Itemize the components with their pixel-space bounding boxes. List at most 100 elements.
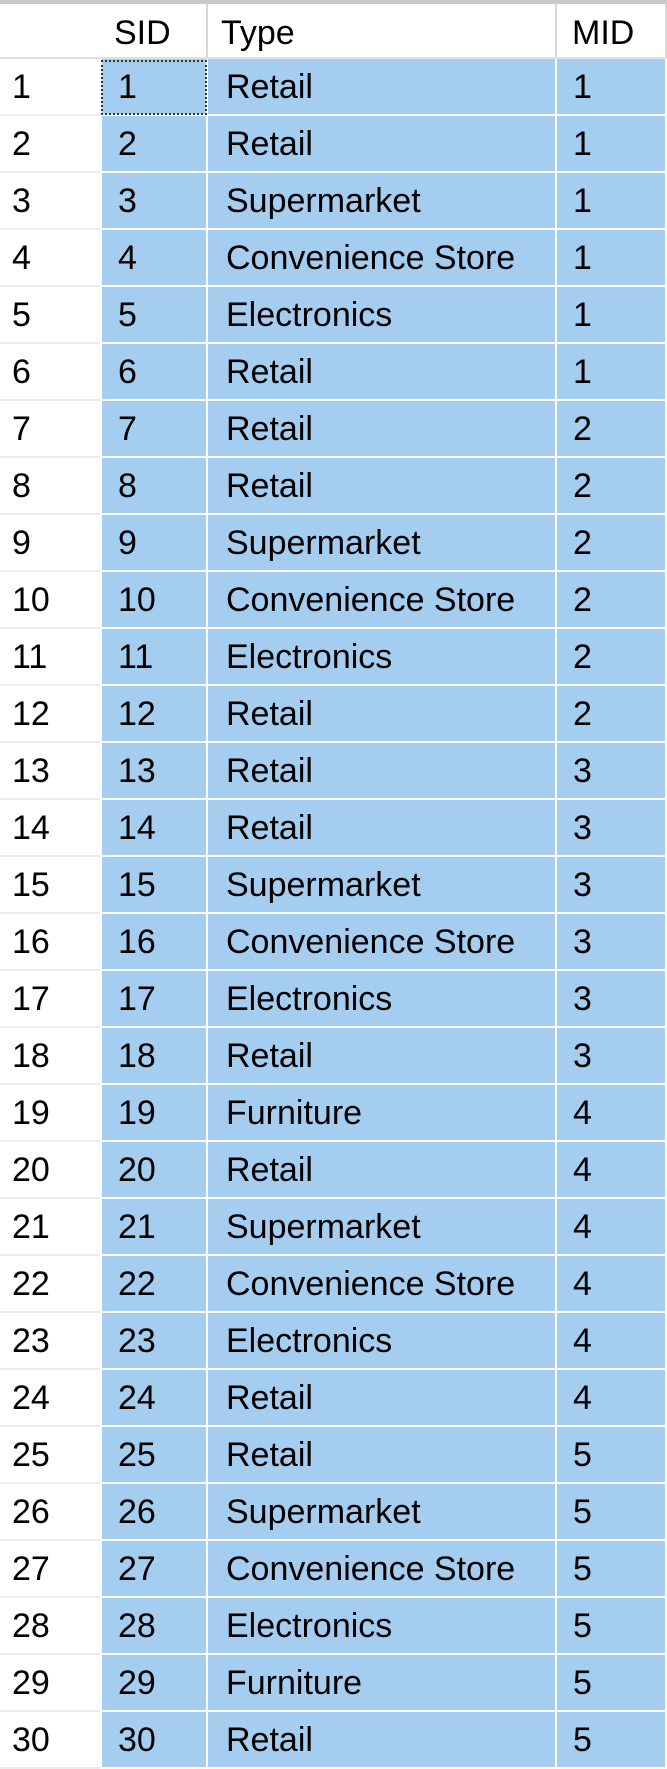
- cell-mid[interactable]: 4: [557, 1256, 667, 1313]
- cell-mid[interactable]: 3: [557, 800, 667, 857]
- cell-mid[interactable]: 4: [557, 1370, 667, 1427]
- row-number[interactable]: 7: [0, 401, 100, 458]
- cell-type[interactable]: Retail: [208, 686, 557, 743]
- cell-sid[interactable]: 16: [100, 914, 208, 971]
- row-number[interactable]: 28: [0, 1598, 100, 1655]
- cell-mid[interactable]: 1: [557, 344, 667, 401]
- cell-type[interactable]: Convenience Store: [208, 1541, 557, 1598]
- cell-mid[interactable]: 5: [557, 1541, 667, 1598]
- row-number[interactable]: 19: [0, 1085, 100, 1142]
- table-row[interactable]: 2 2 Retail 1: [0, 116, 667, 173]
- cell-sid[interactable]: 19: [100, 1085, 208, 1142]
- row-number[interactable]: 3: [0, 173, 100, 230]
- column-header-type[interactable]: Type: [208, 4, 557, 59]
- cell-type[interactable]: Retail: [208, 743, 557, 800]
- cell-mid[interactable]: 1: [557, 173, 667, 230]
- table-row[interactable]: 29 29 Furniture 5: [0, 1655, 667, 1712]
- cell-mid[interactable]: 4: [557, 1313, 667, 1370]
- cell-type[interactable]: Electronics: [208, 629, 557, 686]
- row-number[interactable]: 23: [0, 1313, 100, 1370]
- cell-sid[interactable]: 18: [100, 1028, 208, 1085]
- cell-type[interactable]: Retail: [208, 458, 557, 515]
- table-row[interactable]: 23 23 Electronics 4: [0, 1313, 667, 1370]
- table-row[interactable]: 25 25 Retail 5: [0, 1427, 667, 1484]
- cell-mid[interactable]: 5: [557, 1598, 667, 1655]
- cell-type[interactable]: Supermarket: [208, 515, 557, 572]
- cell-mid[interactable]: 2: [557, 686, 667, 743]
- row-number[interactable]: 15: [0, 857, 100, 914]
- row-number[interactable]: 10: [0, 572, 100, 629]
- cell-mid[interactable]: 3: [557, 1028, 667, 1085]
- cell-mid[interactable]: 3: [557, 857, 667, 914]
- table-row[interactable]: 17 17 Electronics 3: [0, 971, 667, 1028]
- table-row[interactable]: 19 19 Furniture 4: [0, 1085, 667, 1142]
- cell-sid[interactable]: 30: [100, 1712, 208, 1769]
- cell-mid[interactable]: 4: [557, 1085, 667, 1142]
- cell-type[interactable]: Electronics: [208, 1313, 557, 1370]
- table-row[interactable]: 30 30 Retail 5: [0, 1712, 667, 1769]
- row-number[interactable]: 8: [0, 458, 100, 515]
- row-number[interactable]: 27: [0, 1541, 100, 1598]
- table-row[interactable]: 12 12 Retail 2: [0, 686, 667, 743]
- cell-mid[interactable]: 5: [557, 1655, 667, 1712]
- table-row[interactable]: 15 15 Supermarket 3: [0, 857, 667, 914]
- cell-sid[interactable]: 9: [100, 515, 208, 572]
- cell-sid[interactable]: 11: [100, 629, 208, 686]
- table-row[interactable]: 28 28 Electronics 5: [0, 1598, 667, 1655]
- row-number[interactable]: 29: [0, 1655, 100, 1712]
- cell-sid[interactable]: 29: [100, 1655, 208, 1712]
- cell-type[interactable]: Supermarket: [208, 1484, 557, 1541]
- cell-type[interactable]: Retail: [208, 1427, 557, 1484]
- row-number[interactable]: 24: [0, 1370, 100, 1427]
- table-row[interactable]: 8 8 Retail 2: [0, 458, 667, 515]
- cell-mid[interactable]: 3: [557, 743, 667, 800]
- cell-type[interactable]: Supermarket: [208, 857, 557, 914]
- row-number[interactable]: 6: [0, 344, 100, 401]
- cell-sid[interactable]: 12: [100, 686, 208, 743]
- table-row[interactable]: 9 9 Supermarket 2: [0, 515, 667, 572]
- cell-sid[interactable]: 2: [100, 116, 208, 173]
- cell-mid[interactable]: 2: [557, 458, 667, 515]
- cell-sid[interactable]: 20: [100, 1142, 208, 1199]
- cell-mid[interactable]: 2: [557, 629, 667, 686]
- table-row[interactable]: 13 13 Retail 3: [0, 743, 667, 800]
- row-number[interactable]: 22: [0, 1256, 100, 1313]
- cell-sid[interactable]: 27: [100, 1541, 208, 1598]
- table-row[interactable]: 7 7 Retail 2: [0, 401, 667, 458]
- table-row[interactable]: 10 10 Convenience Store 2: [0, 572, 667, 629]
- cell-type[interactable]: Electronics: [208, 1598, 557, 1655]
- cell-type[interactable]: Retail: [208, 1028, 557, 1085]
- cell-type[interactable]: Retail: [208, 1142, 557, 1199]
- cell-sid[interactable]: 5: [100, 287, 208, 344]
- cell-sid[interactable]: 21: [100, 1199, 208, 1256]
- cell-mid[interactable]: 2: [557, 572, 667, 629]
- column-header-mid[interactable]: MID: [557, 4, 667, 59]
- table-row[interactable]: 22 22 Convenience Store 4: [0, 1256, 667, 1313]
- cell-type[interactable]: Retail: [208, 344, 557, 401]
- table-row[interactable]: 1 1 Retail 1: [0, 59, 667, 116]
- row-number[interactable]: 21: [0, 1199, 100, 1256]
- cell-sid[interactable]: 1: [100, 59, 208, 116]
- cell-type[interactable]: Convenience Store: [208, 230, 557, 287]
- cell-mid[interactable]: 2: [557, 515, 667, 572]
- cell-type[interactable]: Electronics: [208, 287, 557, 344]
- cell-sid[interactable]: 17: [100, 971, 208, 1028]
- cell-type[interactable]: Retail: [208, 1370, 557, 1427]
- cell-type[interactable]: Convenience Store: [208, 572, 557, 629]
- row-number[interactable]: 20: [0, 1142, 100, 1199]
- cell-type[interactable]: Supermarket: [208, 173, 557, 230]
- cell-type[interactable]: Retail: [208, 59, 557, 116]
- row-number[interactable]: 25: [0, 1427, 100, 1484]
- row-number[interactable]: 14: [0, 800, 100, 857]
- cell-mid[interactable]: 3: [557, 971, 667, 1028]
- row-number[interactable]: 26: [0, 1484, 100, 1541]
- cell-type[interactable]: Retail: [208, 401, 557, 458]
- cell-sid[interactable]: 28: [100, 1598, 208, 1655]
- cell-type[interactable]: Convenience Store: [208, 1256, 557, 1313]
- cell-type[interactable]: Retail: [208, 800, 557, 857]
- table-row[interactable]: 24 24 Retail 4: [0, 1370, 667, 1427]
- cell-mid[interactable]: 4: [557, 1142, 667, 1199]
- table-row[interactable]: 27 27 Convenience Store 5: [0, 1541, 667, 1598]
- row-number[interactable]: 2: [0, 116, 100, 173]
- cell-type[interactable]: Furniture: [208, 1655, 557, 1712]
